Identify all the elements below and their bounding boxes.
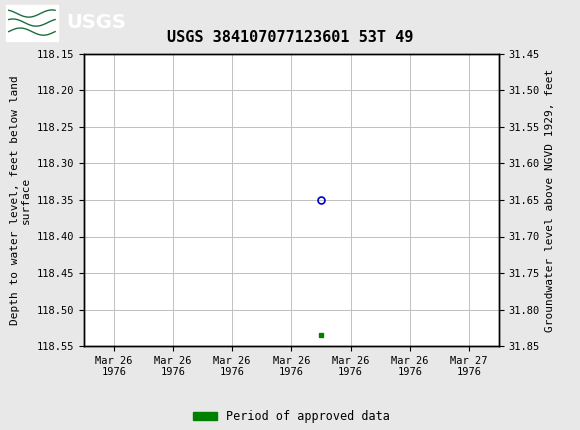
Text: USGS 384107077123601 53T 49: USGS 384107077123601 53T 49 <box>167 30 413 45</box>
Legend: Period of approved data: Period of approved data <box>188 405 394 428</box>
Bar <box>6 4 58 41</box>
Y-axis label: Groundwater level above NGVD 1929, feet: Groundwater level above NGVD 1929, feet <box>545 68 555 332</box>
Y-axis label: Depth to water level, feet below land
surface: Depth to water level, feet below land su… <box>10 75 31 325</box>
Text: USGS: USGS <box>67 13 126 32</box>
